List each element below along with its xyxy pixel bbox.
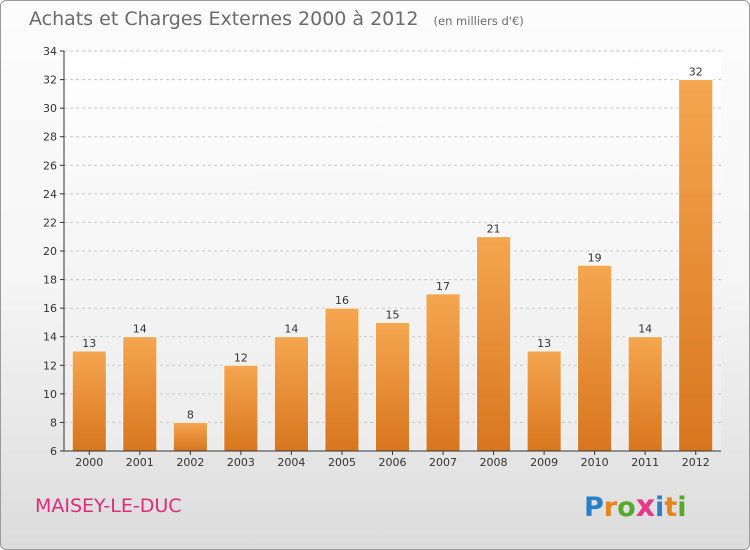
y-tick-label: 24 [43, 188, 57, 201]
logo-letter: x [635, 489, 656, 524]
x-tick-label: 2004 [277, 456, 305, 469]
y-tick-label: 14 [43, 331, 57, 344]
y-tick-label: 20 [43, 245, 57, 258]
place-name: MAISEY-LE-DUC [35, 495, 182, 517]
bar-2000 [71, 350, 107, 452]
bar-2001 [122, 336, 158, 452]
y-tick-label: 34 [43, 45, 57, 58]
y-tick-label: 6 [50, 445, 57, 458]
bar-2003 [223, 364, 259, 452]
data-label: 12 [234, 351, 248, 364]
bar-2010 [577, 264, 613, 452]
data-labels: 13 14 8 12 14 16 15 17 21 13 19 14 32 [82, 66, 702, 422]
y-tick-label: 28 [43, 131, 57, 144]
x-tick-label: 2007 [429, 456, 457, 469]
y-tick-label: 10 [43, 388, 57, 401]
x-tick-label: 2009 [530, 456, 558, 469]
chart-title: Achats et Charges Externes 2000 à 2012 [29, 8, 419, 30]
axes: 6 8 10 12 14 16 18 20 22 24 26 28 30 32 34 2000 2001 2002… [43, 45, 721, 469]
y-tick-label: 12 [43, 359, 57, 372]
data-label: 14 [133, 323, 147, 336]
bar-2006 [375, 322, 410, 452]
x-tick-label: 2005 [328, 456, 356, 469]
logo-letter: P [584, 492, 604, 523]
y-tick-label: 26 [43, 159, 57, 172]
bar-2007 [425, 293, 461, 452]
data-label: 14 [284, 323, 298, 336]
data-label: 19 [588, 251, 602, 264]
bar-2008 [476, 236, 511, 452]
y-tick-label: 30 [43, 102, 57, 115]
x-tick-label: 2012 [682, 456, 710, 469]
bar-2012 [678, 79, 714, 452]
chart-subtitle: (en milliers d'€) [433, 14, 524, 28]
x-tick-label: 2006 [379, 456, 407, 469]
data-label: 16 [335, 294, 349, 307]
y-tick-label: 8 [50, 416, 57, 429]
bars [71, 79, 714, 452]
data-label: 14 [638, 323, 652, 336]
bar-2009 [526, 350, 562, 452]
x-tick-label: 2000 [75, 456, 103, 469]
y-tick-label: 16 [43, 302, 57, 315]
data-label: 8 [187, 408, 194, 421]
bar-2002 [172, 422, 208, 452]
x-tick-label: 2002 [176, 456, 204, 469]
x-tick-label: 2001 [126, 456, 154, 469]
proxiti-logo: Proxiti [584, 489, 687, 524]
data-label: 13 [537, 337, 551, 350]
bar-2004 [274, 336, 309, 452]
x-tick-label: 2011 [631, 456, 659, 469]
title-row: Achats et Charges Externes 2000 à 2012 (… [29, 8, 524, 30]
data-label: 15 [386, 308, 400, 321]
bar-2005 [324, 307, 360, 452]
data-label: 13 [82, 337, 96, 350]
logo-letter: i [655, 492, 665, 523]
x-tick-label: 2008 [480, 456, 508, 469]
bar-2011 [627, 336, 663, 452]
y-tick-label: 32 [43, 74, 57, 87]
data-label: 17 [436, 280, 450, 293]
x-tick-label: 2010 [581, 456, 609, 469]
y-tick-label: 18 [43, 274, 57, 287]
data-label: 21 [487, 223, 501, 236]
x-tick-label: 2003 [227, 456, 255, 469]
logo-letter: r [603, 492, 618, 523]
logo-letter: t [664, 492, 678, 523]
logo-letter: i [677, 492, 687, 523]
y-tick-label: 22 [43, 216, 57, 229]
data-label: 32 [689, 66, 703, 79]
logo-letter: o [617, 492, 636, 523]
